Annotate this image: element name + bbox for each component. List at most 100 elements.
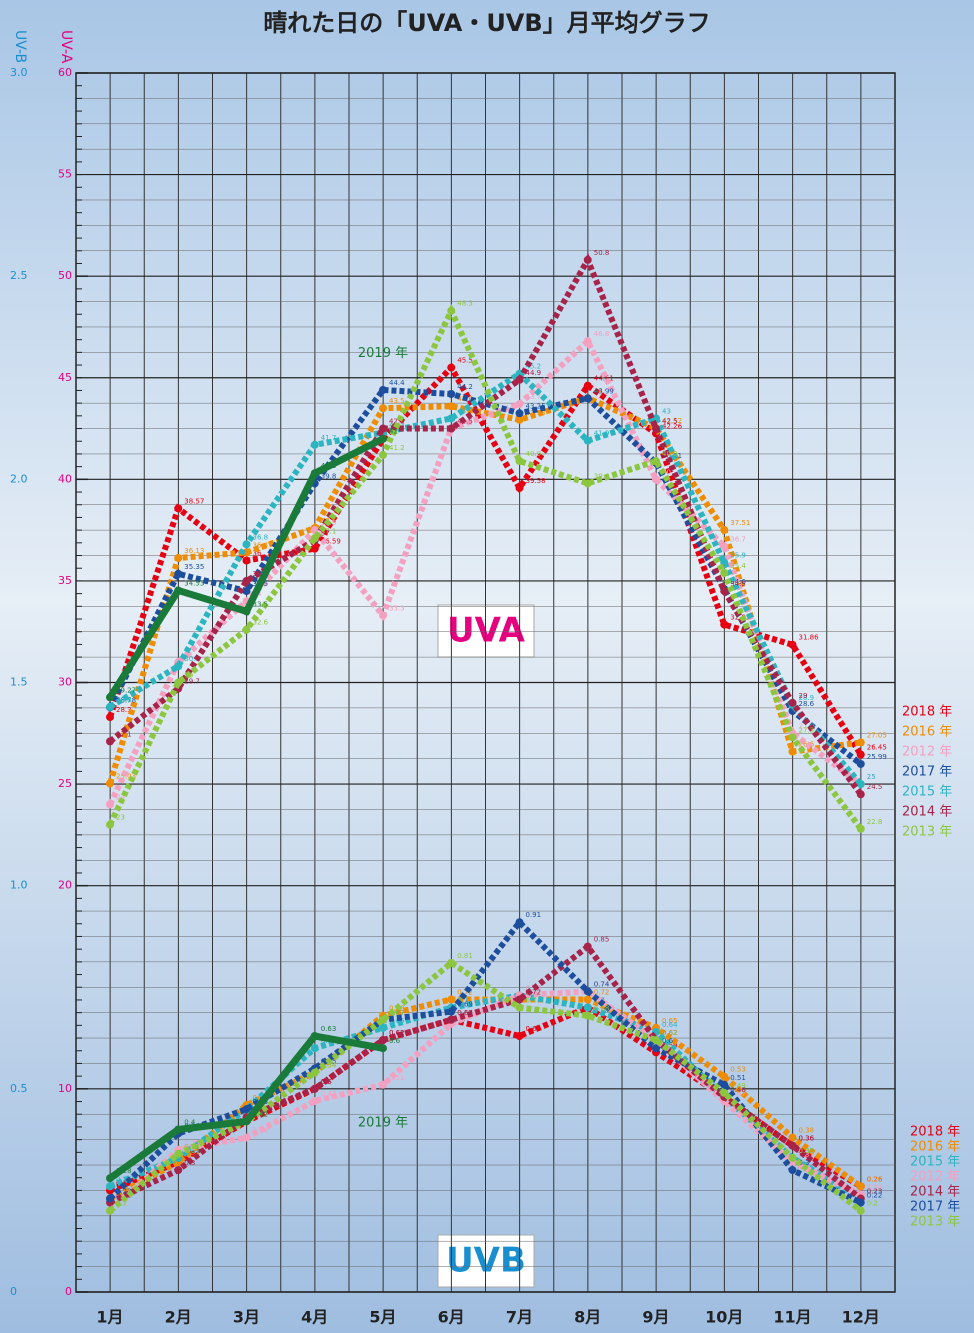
point bbox=[516, 400, 524, 408]
value-label: 44.4 bbox=[389, 379, 405, 387]
point bbox=[106, 1195, 114, 1203]
point bbox=[379, 435, 387, 443]
value-label: 31.86 bbox=[799, 634, 820, 642]
point bbox=[243, 626, 251, 634]
value-label: 0.26 bbox=[867, 1175, 883, 1183]
value-label: 0.69 bbox=[457, 1001, 473, 1009]
legend-entry: 2017 年 bbox=[910, 1200, 960, 1215]
legend-entry: 2013 年 bbox=[910, 1215, 960, 1230]
page: {"chart_data": {"type": "line", "title":… bbox=[0, 0, 974, 1333]
point bbox=[789, 641, 797, 649]
x-tick-label: 11月 bbox=[773, 1308, 811, 1327]
point bbox=[447, 959, 455, 967]
value-label: 43 bbox=[457, 407, 466, 415]
point bbox=[720, 569, 728, 577]
point bbox=[720, 1081, 728, 1089]
point bbox=[243, 540, 251, 548]
point bbox=[379, 1036, 387, 1044]
point bbox=[379, 1044, 387, 1052]
value-label: 0.5 bbox=[321, 1078, 332, 1086]
legend-entry: 2016 年 bbox=[902, 725, 952, 740]
point bbox=[243, 577, 251, 585]
value-label: 36.13 bbox=[184, 547, 204, 555]
point bbox=[106, 1182, 114, 1190]
value-label: 38.57 bbox=[184, 497, 204, 505]
point bbox=[311, 1032, 319, 1040]
x-tick-label: 10月 bbox=[705, 1308, 743, 1327]
value-label: 48.3 bbox=[457, 300, 473, 308]
point bbox=[106, 703, 114, 711]
x-tick-label: 8月 bbox=[574, 1308, 601, 1327]
point bbox=[243, 557, 251, 565]
value-label: 0.6 bbox=[389, 1037, 401, 1045]
point bbox=[789, 1154, 797, 1162]
point bbox=[311, 1085, 319, 1093]
y2-tick-label: 2.5 bbox=[10, 269, 28, 282]
point bbox=[311, 469, 319, 477]
point bbox=[174, 570, 182, 578]
value-label: 43.25 bbox=[526, 402, 546, 410]
point bbox=[516, 409, 524, 417]
point bbox=[379, 611, 387, 619]
value-label: 0.6 bbox=[662, 1037, 674, 1045]
point bbox=[447, 390, 455, 398]
value-label: 0.2 bbox=[867, 1200, 878, 1208]
value-label: 0.63 bbox=[321, 1025, 337, 1033]
point bbox=[789, 1166, 797, 1174]
legend-entry: 2018 年 bbox=[902, 705, 952, 720]
point bbox=[516, 484, 524, 492]
point bbox=[584, 987, 592, 995]
point bbox=[174, 1125, 182, 1133]
point bbox=[379, 404, 387, 412]
value-label: 0.67 bbox=[389, 1009, 405, 1017]
legend-entry: 2015 年 bbox=[910, 1155, 960, 1170]
point bbox=[652, 1036, 660, 1044]
value-label: 33.3 bbox=[389, 604, 405, 612]
point bbox=[720, 526, 728, 534]
point bbox=[447, 425, 455, 433]
value-label: 30 bbox=[184, 672, 193, 680]
x-tick-label: 3月 bbox=[233, 1308, 260, 1327]
y-tick-label: 30 bbox=[58, 676, 72, 689]
point bbox=[720, 587, 728, 595]
point bbox=[516, 1004, 524, 1012]
point bbox=[584, 943, 592, 951]
value-label: 0.38 bbox=[253, 1127, 269, 1135]
point bbox=[516, 457, 524, 465]
value-label: 43 bbox=[662, 407, 671, 415]
point bbox=[789, 733, 797, 741]
value-label: 0.51 bbox=[730, 1074, 746, 1082]
point bbox=[174, 679, 182, 687]
value-label: 27.3 bbox=[799, 726, 815, 734]
point bbox=[311, 545, 319, 553]
value-label: 25 bbox=[867, 773, 876, 781]
y-tick-label: 20 bbox=[58, 879, 72, 892]
point bbox=[243, 587, 251, 595]
point bbox=[584, 1012, 592, 1020]
point bbox=[584, 437, 592, 445]
value-label: 0.51 bbox=[389, 1074, 405, 1082]
point bbox=[720, 1073, 728, 1081]
legend-entry: 2012 年 bbox=[910, 1170, 960, 1185]
point bbox=[720, 1089, 728, 1097]
point bbox=[311, 534, 319, 542]
value-label: 40.9 bbox=[662, 450, 678, 458]
value-label: 0.67 bbox=[457, 1009, 473, 1017]
value-label: 41.2 bbox=[389, 444, 405, 452]
point bbox=[174, 504, 182, 512]
point bbox=[720, 542, 728, 550]
point bbox=[174, 1166, 182, 1174]
point bbox=[174, 586, 182, 594]
value-label: 40.9 bbox=[526, 450, 542, 458]
x-tick-label: 6月 bbox=[438, 1308, 465, 1327]
point bbox=[584, 394, 592, 402]
point bbox=[106, 693, 114, 701]
x-tick-label: 2月 bbox=[165, 1308, 192, 1327]
value-label: 50.8 bbox=[594, 249, 610, 257]
point bbox=[379, 386, 387, 394]
point bbox=[447, 414, 455, 422]
point bbox=[857, 751, 865, 759]
point bbox=[311, 1069, 319, 1077]
value-label: 25.99 bbox=[867, 753, 887, 761]
point bbox=[516, 1032, 524, 1040]
